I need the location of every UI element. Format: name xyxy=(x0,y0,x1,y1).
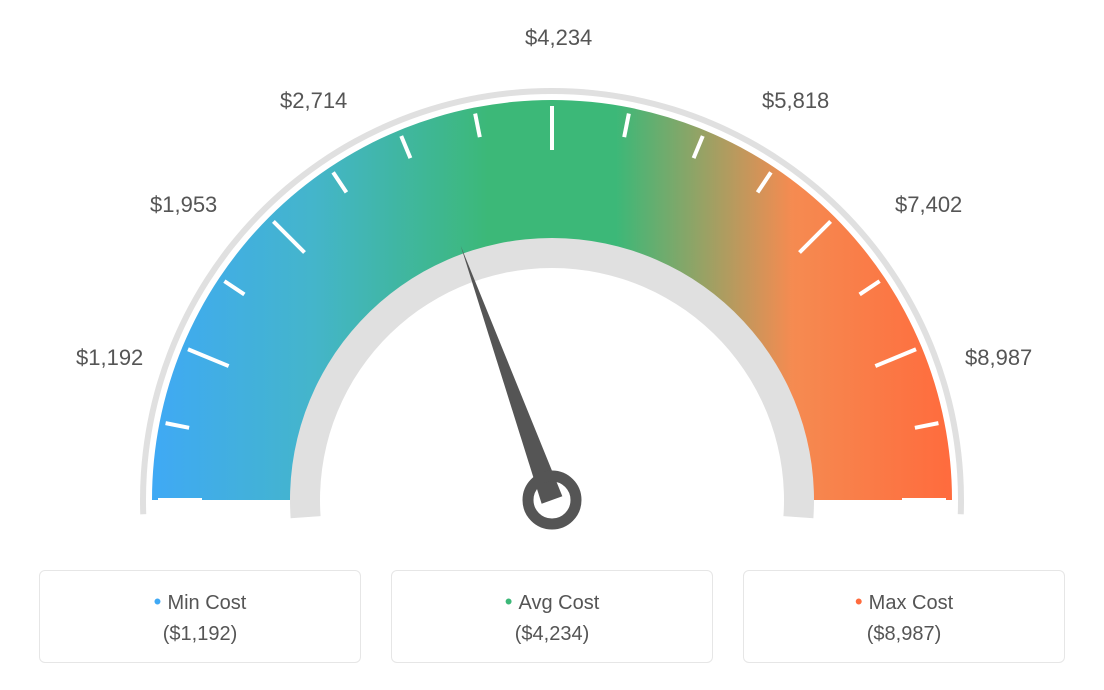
tick-label: $2,714 xyxy=(280,88,347,114)
legend-min-card: Min Cost ($1,192) xyxy=(39,570,361,663)
tick-label: $8,987 xyxy=(965,345,1032,371)
gauge-svg xyxy=(20,20,1084,550)
gauge-arc xyxy=(152,100,952,500)
legend-max-value: ($8,987) xyxy=(754,623,1054,646)
tick-label: $1,953 xyxy=(150,192,217,218)
legend-row: Min Cost ($1,192) Avg Cost ($4,234) Max … xyxy=(20,570,1084,663)
needle xyxy=(461,246,563,504)
gauge-area: $1,192 $1,953 $2,714 $4,234 $5,818 $7,402 $8,9… xyxy=(20,20,1084,550)
cost-gauge-chart: $1,192 $1,953 $2,714 $4,234 $5,818 $7,402 $8,9… xyxy=(20,20,1084,663)
legend-max-card: Max Cost ($8,987) xyxy=(743,570,1065,663)
legend-avg-title: Avg Cost xyxy=(402,589,702,615)
tick-label: $4,234 xyxy=(525,25,592,51)
legend-min-title: Min Cost xyxy=(50,589,350,615)
legend-min-value: ($1,192) xyxy=(50,623,350,646)
legend-max-title: Max Cost xyxy=(754,589,1054,615)
legend-avg-card: Avg Cost ($4,234) xyxy=(391,570,713,663)
tick-label: $5,818 xyxy=(762,88,829,114)
legend-avg-value: ($4,234) xyxy=(402,623,702,646)
tick-label: $7,402 xyxy=(895,192,962,218)
tick-label: $1,192 xyxy=(76,345,143,371)
